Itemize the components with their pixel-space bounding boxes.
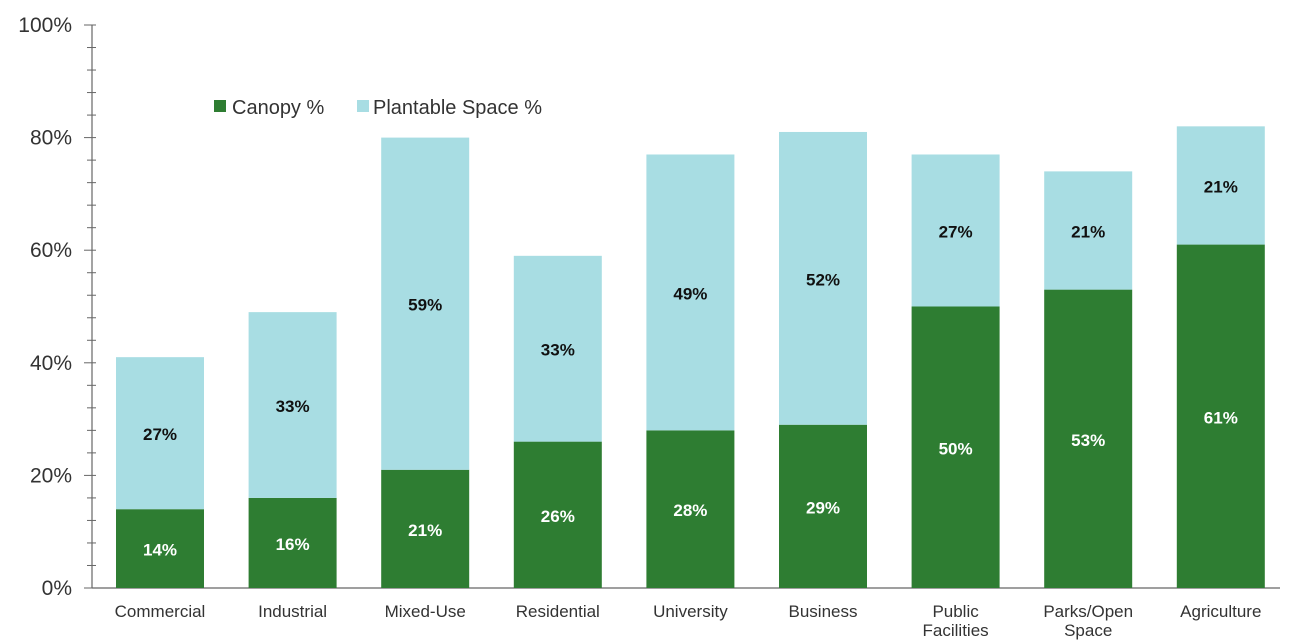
y-tick-label: 60% — [30, 239, 72, 262]
bar-plantable-4 — [646, 154, 735, 431]
y-tick-label: 40% — [30, 352, 72, 375]
legend-swatch-canopy — [214, 100, 226, 112]
data-label-canopy-5: 29% — [806, 498, 840, 517]
data-label-canopy-4: 28% — [673, 501, 707, 520]
data-label-canopy-0: 14% — [143, 541, 177, 560]
x-category-label-1: Industrial — [258, 602, 327, 621]
data-labels: 14% 27% 16% 33% 21% 59% 26% 33% 28% 49% 29% 52% 50% 2… — [143, 177, 1238, 559]
legend: Canopy % Plantable Space % — [214, 97, 542, 119]
data-label-plantable-5: 52% — [806, 270, 840, 289]
y-tick-label: 80% — [30, 127, 72, 150]
bars — [116, 126, 1265, 588]
bar-canopy-7 — [1044, 289, 1133, 588]
legend-swatch-plantable — [357, 100, 369, 112]
data-label-plantable-6: 27% — [939, 222, 973, 241]
bar-plantable-5 — [779, 131, 867, 425]
data-label-canopy-8: 61% — [1204, 408, 1238, 427]
bar-canopy-1 — [248, 497, 337, 588]
bar-plantable-7 — [1044, 171, 1133, 290]
bar-canopy-6 — [911, 306, 1000, 588]
x-category-label-8: Agriculture — [1180, 602, 1261, 621]
data-label-canopy-2: 21% — [408, 521, 442, 540]
x-category-label-2: Mixed-Use — [385, 602, 466, 621]
bar-canopy-4 — [646, 430, 735, 588]
data-label-plantable-8: 21% — [1204, 177, 1238, 196]
x-category-label-5: Business — [789, 602, 858, 621]
data-label-plantable-0: 27% — [143, 425, 177, 444]
bar-canopy-8 — [1176, 244, 1265, 588]
bar-plantable-8 — [1176, 126, 1265, 245]
x-category-label-3: Residential — [516, 602, 600, 621]
data-label-plantable-4: 49% — [673, 284, 707, 303]
bar-plantable-0 — [116, 357, 204, 510]
bar-plantable-2 — [381, 137, 470, 470]
x-category-label-7: Parks/Open Space — [1043, 602, 1133, 640]
bar-plantable-1 — [248, 312, 337, 498]
data-label-plantable-3: 33% — [541, 341, 575, 360]
data-label-plantable-7: 21% — [1071, 222, 1105, 241]
bar-canopy-2 — [381, 469, 470, 588]
y-tick-label: 0% — [42, 577, 72, 600]
data-label-canopy-7: 53% — [1071, 431, 1105, 450]
y-tick-label: 20% — [30, 464, 72, 487]
x-category-label-6: Public Facilities — [923, 602, 989, 640]
legend-label-plantable: Plantable Space % — [373, 97, 542, 119]
y-tick-label: 100% — [18, 14, 72, 37]
legend-label-canopy: Canopy % — [232, 97, 324, 119]
data-label-plantable-2: 59% — [408, 296, 442, 315]
bar-plantable-6 — [911, 154, 1000, 307]
x-axis-labels: Commercial Industrial Mixed-Use Residential… — [115, 602, 1262, 640]
bar-canopy-3 — [513, 441, 602, 588]
bar-canopy-0 — [116, 509, 204, 588]
data-label-plantable-1: 33% — [276, 397, 310, 416]
x-category-label-4: University — [653, 602, 728, 621]
data-label-canopy-1: 16% — [276, 535, 310, 554]
x-category-label-0: Commercial — [115, 602, 206, 621]
bar-plantable-3 — [513, 255, 602, 442]
data-label-canopy-3: 26% — [541, 507, 575, 526]
bar-canopy-5 — [779, 424, 867, 588]
data-label-canopy-6: 50% — [939, 439, 973, 458]
